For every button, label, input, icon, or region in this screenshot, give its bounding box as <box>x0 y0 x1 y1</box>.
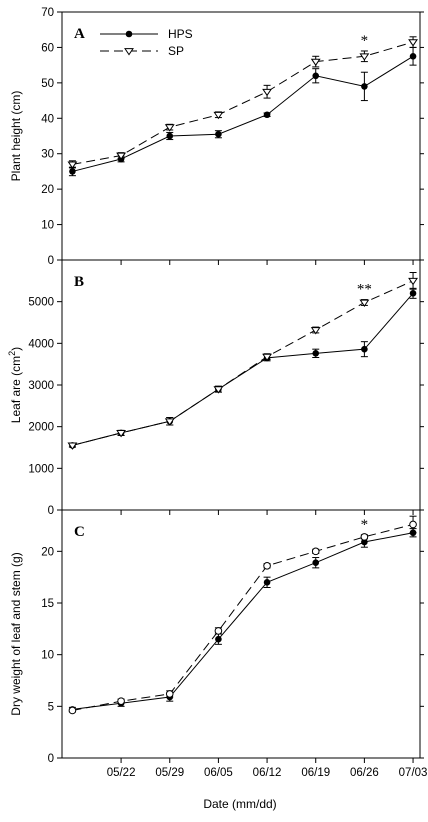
y-tick-label: 20 <box>41 546 54 558</box>
series-line-hps <box>72 293 414 446</box>
point-hps <box>263 579 271 586</box>
point-hps <box>166 132 174 140</box>
point-sp <box>262 88 273 97</box>
point-sp <box>67 442 78 450</box>
series-line-hps <box>72 55 414 172</box>
point-hps <box>69 168 76 175</box>
panel-a: 0 10 20 30 40 50 60 70 Plant height (cm) A * <box>9 7 424 267</box>
x-tick-label: 07/03 <box>399 767 428 779</box>
y-tick-label: 2000 <box>28 422 54 434</box>
point-hps <box>312 72 320 80</box>
y-tick-label: 40 <box>41 113 54 125</box>
point-sp <box>409 520 417 529</box>
point-sp <box>117 697 125 705</box>
y-tick-label: 10 <box>41 220 54 232</box>
point-sp <box>263 562 271 570</box>
y-tick-label: 4000 <box>28 338 54 350</box>
y-tick-label: 70 <box>41 7 54 19</box>
point-sp <box>116 152 127 160</box>
y-tick-label: 0 <box>48 753 54 765</box>
y-tick-label: 20 <box>41 184 54 196</box>
y-tick-label: 10 <box>41 650 54 662</box>
point-sp <box>311 547 320 556</box>
x-tick-label: 05/22 <box>107 767 136 779</box>
y-tick-label: 30 <box>41 149 54 161</box>
point-sp <box>359 53 370 61</box>
panel-label: C <box>74 524 85 540</box>
point-sp <box>116 430 127 438</box>
panel-label: A <box>74 26 85 42</box>
point-sp <box>408 39 418 47</box>
y-tick-label: 0 <box>48 505 54 517</box>
x-tick-label: 06/19 <box>301 767 330 779</box>
y-axis-title: Leaf are (cm2) <box>7 347 23 423</box>
y-axis-title: Plant height (cm) <box>9 91 23 182</box>
x-tick-label: 06/26 <box>350 767 379 779</box>
y-tick-label: 50 <box>41 78 54 90</box>
y-tick-label: 1000 <box>28 463 54 475</box>
legend-label-sp: SP <box>168 44 184 58</box>
y-tick-label: 3000 <box>28 380 54 392</box>
point-hps <box>409 290 417 297</box>
panel-b: 0 1000 2000 3000 4000 5000 Leaf are (cm2) B ** <box>7 259 424 517</box>
point-hps <box>361 538 368 546</box>
x-tick-label: 05/29 <box>155 767 184 779</box>
x-tick-label: 06/05 <box>204 767 233 779</box>
point-hps <box>361 345 368 353</box>
point-hps <box>409 52 417 60</box>
point-hps <box>312 559 320 566</box>
x-tick-label: 06/12 <box>253 767 282 779</box>
series-line-sp <box>72 523 414 711</box>
point-sp <box>408 277 418 286</box>
point-sp <box>213 386 224 394</box>
y-tick-label: 60 <box>41 42 54 54</box>
y-tick-label: 0 <box>48 255 54 267</box>
point-hps <box>215 635 222 643</box>
x-axis-title: Date (mm/dd) <box>203 797 276 811</box>
y-tick-label: 5000 <box>28 297 54 309</box>
legend-marker-sp <box>124 48 134 56</box>
panel-frame <box>61 11 421 261</box>
point-hps <box>312 350 320 357</box>
point-sp <box>214 627 223 635</box>
legend-marker-hps <box>125 30 133 38</box>
point-sp <box>262 353 273 362</box>
y-tick-label: 15 <box>41 598 54 610</box>
point-hps <box>361 83 368 90</box>
panel-frame <box>61 509 421 759</box>
point-sp <box>213 111 224 120</box>
point-hps <box>215 130 222 138</box>
y-tick-label: 5 <box>48 701 54 713</box>
panel-label: B <box>74 274 84 290</box>
series-line-sp <box>72 41 414 165</box>
series-line-sp <box>72 280 414 446</box>
legend-label-hps: HPS <box>168 27 193 41</box>
significance-marker: * <box>361 517 369 533</box>
legend: HPS SP <box>100 27 193 58</box>
significance-marker: ** <box>357 282 372 298</box>
point-sp <box>68 706 77 715</box>
point-sp <box>164 418 175 426</box>
point-sp <box>359 299 370 308</box>
point-sp <box>360 533 369 541</box>
point-sp <box>165 690 174 698</box>
significance-marker: * <box>361 33 369 49</box>
point-sp <box>67 161 78 169</box>
point-sp <box>310 58 321 67</box>
point-sp <box>164 124 175 132</box>
point-hps <box>263 111 271 119</box>
point-sp <box>310 327 321 335</box>
y-axis-title: Dry weight of leaf and stem (g) <box>9 552 23 715</box>
series-line-hps <box>72 532 414 710</box>
panel-c: 0 5 10 15 20 Dry weight of leaf and stem (g) C… <box>9 509 424 765</box>
